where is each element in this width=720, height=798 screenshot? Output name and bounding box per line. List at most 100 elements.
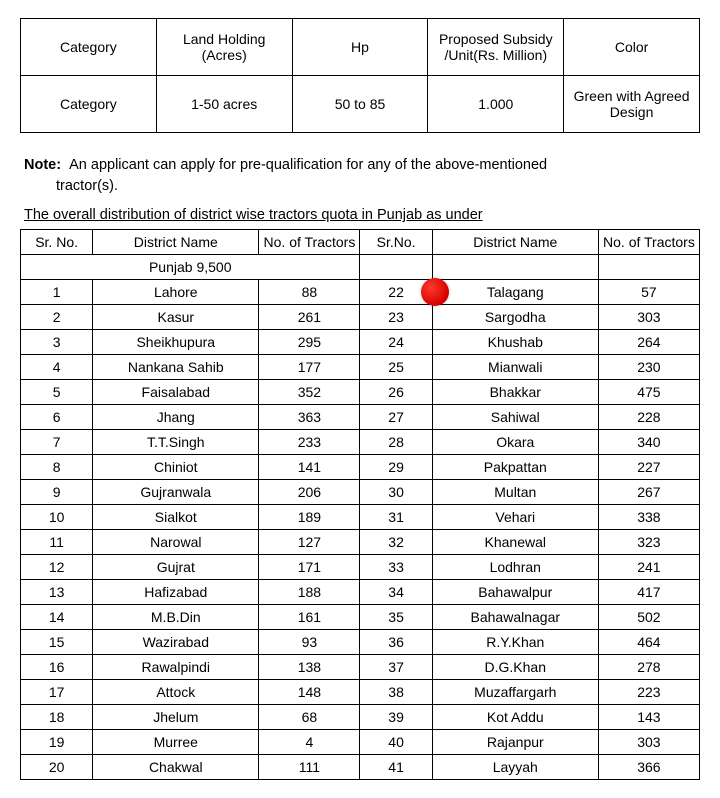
- cell-name: Jhang: [93, 405, 259, 430]
- punjab-empty1: [360, 255, 432, 280]
- cell-tractors: 4: [259, 730, 360, 755]
- table-row: 15Wazirabad9336R.Y.Khan464: [21, 630, 700, 655]
- cell-name: Okara: [432, 430, 598, 455]
- cat-cell-hp: 50 to 85: [292, 76, 428, 133]
- cell-name: Lahore: [93, 280, 259, 305]
- cell-tractors: 177: [259, 355, 360, 380]
- cell-sr: 35: [360, 605, 432, 630]
- punjab-total: Punjab 9,500: [21, 255, 360, 280]
- cell-name: Gujrat: [93, 555, 259, 580]
- table-row: 13Hafizabad18834Bahawalpur417: [21, 580, 700, 605]
- cell-name: Vehari: [432, 505, 598, 530]
- cell-name: Mianwali: [432, 355, 598, 380]
- district-caption: The overall distribution of district wis…: [24, 207, 700, 223]
- cell-name: Rawalpindi: [93, 655, 259, 680]
- cell-name: Bahawalpur: [432, 580, 598, 605]
- cell-name: M.B.Din: [93, 605, 259, 630]
- note-line2: tractor(s).: [56, 176, 696, 197]
- cell-sr: 36: [360, 630, 432, 655]
- dist-header-trac: No. of Tractors: [259, 230, 360, 255]
- cell-name: Layyah: [432, 755, 598, 780]
- cell-sr: 30: [360, 480, 432, 505]
- cell-sr: 27: [360, 405, 432, 430]
- cell-tractors: 127: [259, 530, 360, 555]
- cell-sr: 29: [360, 455, 432, 480]
- dist-header-sr2: Sr.No.: [360, 230, 432, 255]
- cell-sr: 5: [21, 380, 93, 405]
- cell-tractors: 323: [598, 530, 699, 555]
- cell-name: Lodhran: [432, 555, 598, 580]
- cat-header-subsidy: Proposed Subsidy /Unit(Rs. Million): [428, 19, 564, 76]
- highlight-dot-icon: [421, 278, 449, 306]
- cell-name: Khanewal: [432, 530, 598, 555]
- cell-tractors: 363: [259, 405, 360, 430]
- cell-name: Khushab: [432, 330, 598, 355]
- cell-tractors: 233: [259, 430, 360, 455]
- cell-sr: 18: [21, 705, 93, 730]
- punjab-empty3: [598, 255, 699, 280]
- table-row: 11Narowal12732Khanewal323: [21, 530, 700, 555]
- cell-sr: 15: [21, 630, 93, 655]
- table-row: 2Kasur26123Sargodha303: [21, 305, 700, 330]
- cell-tractors: 230: [598, 355, 699, 380]
- district-table: Sr. No. District Name No. of Tractors Sr…: [20, 229, 700, 780]
- cell-tractors: 206: [259, 480, 360, 505]
- cell-tractors: 475: [598, 380, 699, 405]
- cell-name: Multan: [432, 480, 598, 505]
- note-label: Note:: [24, 157, 61, 173]
- cat-header-hp: Hp: [292, 19, 428, 76]
- cell-sr: 17: [21, 680, 93, 705]
- cell-sr: 12: [21, 555, 93, 580]
- cell-tractors: 352: [259, 380, 360, 405]
- table-row: 20Chakwal11141Layyah366: [21, 755, 700, 780]
- cell-name: Pakpattan: [432, 455, 598, 480]
- cell-name: Bhakkar: [432, 380, 598, 405]
- cell-sr: 24: [360, 330, 432, 355]
- cell-tractors: 111: [259, 755, 360, 780]
- table-row: 12Gujrat17133Lodhran241: [21, 555, 700, 580]
- cell-tractors: 295: [259, 330, 360, 355]
- cell-tractors: 366: [598, 755, 699, 780]
- cat-cell-color: Green with Agreed Design: [564, 76, 700, 133]
- cell-tractors: 161: [259, 605, 360, 630]
- cell-sr: 13: [21, 580, 93, 605]
- table-row: 7T.T.Singh23328Okara340: [21, 430, 700, 455]
- cell-name: Kasur: [93, 305, 259, 330]
- cell-name: Sahiwal: [432, 405, 598, 430]
- cell-sr: 31: [360, 505, 432, 530]
- cell-sr: 11: [21, 530, 93, 555]
- cell-tractors: 227: [598, 455, 699, 480]
- cell-name: R.Y.Khan: [432, 630, 598, 655]
- cell-sr: 28: [360, 430, 432, 455]
- punjab-empty2: [432, 255, 598, 280]
- cell-sr: 40: [360, 730, 432, 755]
- dist-header-name2: District Name: [432, 230, 598, 255]
- dist-header-sr: Sr. No.: [21, 230, 93, 255]
- cell-sr: 26: [360, 380, 432, 405]
- cell-tractors: 303: [598, 305, 699, 330]
- cell-name: T.T.Singh: [93, 430, 259, 455]
- cell-sr: 4: [21, 355, 93, 380]
- table-row: 19Murree440Rajanpur303: [21, 730, 700, 755]
- cell-sr: 32: [360, 530, 432, 555]
- cell-sr: 10: [21, 505, 93, 530]
- table-row: 1Lahore8822Talagang57: [21, 280, 700, 305]
- table-row: 16Rawalpindi13837D.G.Khan278: [21, 655, 700, 680]
- cell-sr: 33: [360, 555, 432, 580]
- cell-tractors: 143: [598, 705, 699, 730]
- table-row: 4Nankana Sahib17725Mianwali230: [21, 355, 700, 380]
- cell-sr: 38: [360, 680, 432, 705]
- cell-tractors: 138: [259, 655, 360, 680]
- cell-name: Talagang: [432, 280, 598, 305]
- cell-tractors: 223: [598, 680, 699, 705]
- cell-tractors: 141: [259, 455, 360, 480]
- cat-cell-category: Category: [21, 76, 157, 133]
- table-row: 3Sheikhupura29524Khushab264: [21, 330, 700, 355]
- cell-tractors: 264: [598, 330, 699, 355]
- cell-tractors: 340: [598, 430, 699, 455]
- cell-sr: 16: [21, 655, 93, 680]
- table-row: 10Sialkot18931Vehari338: [21, 505, 700, 530]
- cell-tractors: 464: [598, 630, 699, 655]
- dist-header-trac2: No. of Tractors: [598, 230, 699, 255]
- cell-name: Sargodha: [432, 305, 598, 330]
